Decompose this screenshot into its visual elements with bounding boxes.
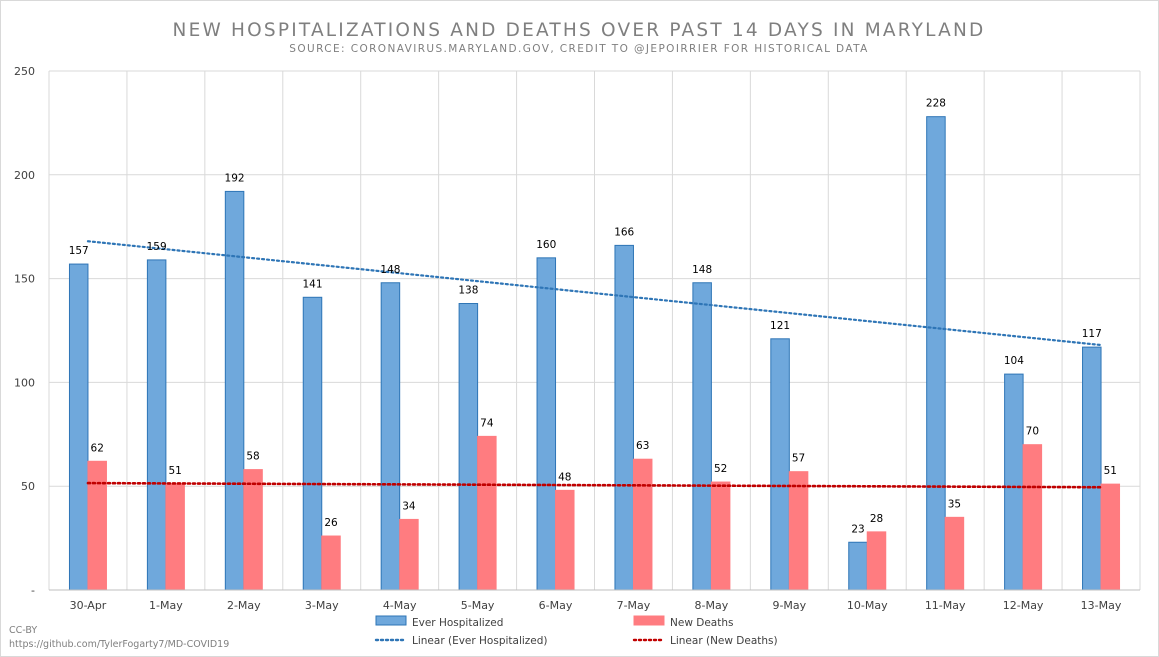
credit-source-link[interactable]: https://github.com/TylerFogarty7/MD-COVI… (9, 639, 230, 650)
data-label-hospitalized: 121 (770, 320, 790, 332)
data-label-deaths: 52 (714, 463, 727, 475)
trendline-new-deaths (86, 481, 1103, 489)
bar-new-deaths (944, 516, 965, 591)
bar-ever-hospitalized (692, 282, 712, 591)
data-label-hospitalized: 104 (1004, 355, 1024, 367)
data-label-hospitalized: 148 (692, 264, 712, 276)
x-tick-label: 5-May (461, 599, 495, 612)
axes: - 50 100 150 200 250 30-Apr 1-May 2-May 3-May 4-Ma… (14, 65, 1140, 612)
legend: Ever Hospitalized New Deaths Linear (Ever … (374, 615, 778, 647)
bar-new-deaths (1022, 444, 1043, 591)
bar-ever-hospitalized (536, 257, 557, 591)
x-tick-label: 1-May (149, 599, 183, 612)
legend-item-ever-hospitalized: Ever Hospitalized (375, 615, 503, 629)
legend-item-linear-hospitalized: Linear (Ever Hospitalized) (374, 635, 548, 647)
data-label-hospitalized: 138 (458, 285, 478, 297)
data-label-deaths: 48 (558, 471, 571, 483)
data-label-deaths: 28 (870, 513, 883, 525)
bar-new-deaths (866, 531, 887, 591)
y-tick-label: 200 (14, 169, 35, 182)
x-tick-label: 7-May (617, 599, 651, 612)
y-tick-label: 150 (14, 273, 35, 286)
bar-new-deaths (788, 471, 809, 591)
trendlines (86, 240, 1103, 489)
bar-ever-hospitalized (926, 116, 946, 591)
data-label-deaths: 63 (636, 440, 649, 452)
bars (68, 116, 1121, 591)
bar-new-deaths (243, 469, 263, 591)
data-label-deaths: 70 (1026, 426, 1039, 438)
bar-ever-hospitalized (1004, 373, 1024, 591)
x-tick-label: 12-May (1003, 599, 1044, 612)
gridlines (48, 70, 1141, 591)
bar-ever-hospitalized (302, 296, 323, 591)
bar-ever-hospitalized (68, 263, 89, 591)
data-label-hospitalized: 159 (147, 241, 167, 253)
y-tick-label: 250 (14, 65, 35, 78)
bar-new-deaths (87, 460, 107, 591)
legend-item-linear-deaths: Linear (New Deaths) (632, 635, 778, 647)
bar-ever-hospitalized (770, 338, 790, 591)
bar-new-deaths (477, 435, 497, 591)
legend-label: Ever Hospitalized (412, 617, 503, 629)
data-labels: 157 62 159 51 192 58 141 26 148 34 138 74 160 48 166 63… (69, 98, 1117, 536)
data-label-hospitalized: 157 (69, 245, 89, 257)
chart-subtitle: SOURCE: CORONAVIRUS.MARYLAND.GOV, CREDIT… (289, 43, 868, 55)
trendline-ever-hospitalized (86, 240, 1103, 347)
legend-swatch (375, 615, 407, 626)
bar-ever-hospitalized (146, 259, 167, 591)
data-label-hospitalized: 141 (302, 278, 322, 290)
bar-ever-hospitalized (458, 303, 479, 591)
x-tick-label: 30-Apr (70, 599, 107, 612)
data-label-deaths: 51 (1104, 465, 1117, 477)
y-tick-label: 50 (21, 480, 35, 493)
x-tick-label: 6-May (539, 599, 573, 612)
data-label-deaths: 26 (324, 517, 338, 529)
bar-new-deaths (321, 535, 341, 591)
data-label-deaths: 74 (480, 417, 494, 429)
x-tick-label: 4-May (383, 599, 417, 612)
x-tick-label: 11-May (925, 599, 966, 612)
legend-item-new-deaths: New Deaths (633, 615, 733, 629)
x-tick-label: 9-May (772, 599, 806, 612)
data-label-hospitalized: 166 (614, 226, 634, 238)
legend-label: Linear (New Deaths) (670, 635, 778, 647)
data-label-deaths: 35 (948, 498, 961, 510)
bar-new-deaths (555, 489, 575, 591)
data-label-hospitalized: 148 (380, 264, 400, 276)
credit-license: CC-BY (9, 625, 38, 636)
bar-ever-hospitalized (1082, 346, 1102, 591)
y-tick-label: 100 (14, 376, 35, 389)
data-label-hospitalized: 192 (225, 172, 245, 184)
data-label-deaths: 58 (246, 451, 259, 463)
x-tick-label: 2-May (227, 599, 261, 612)
bar-ever-hospitalized (848, 541, 868, 591)
x-tick-label: 10-May (847, 599, 888, 612)
bar-new-deaths (165, 483, 185, 591)
data-label-hospitalized: 160 (536, 239, 556, 251)
bar-ever-hospitalized (380, 282, 401, 591)
bar-new-deaths (1100, 483, 1121, 591)
x-tick-label: 8-May (695, 599, 729, 612)
data-label-deaths: 51 (168, 465, 181, 477)
data-label-hospitalized: 228 (926, 98, 946, 110)
chart-title: NEW HOSPITALIZATIONS AND DEATHS OVER PAS… (173, 20, 986, 41)
bar-ever-hospitalized (224, 190, 245, 591)
x-tick-label: 3-May (305, 599, 339, 612)
bar-new-deaths (399, 518, 419, 591)
data-label-deaths: 62 (91, 442, 104, 454)
legend-label: Linear (Ever Hospitalized) (412, 635, 548, 647)
bar-new-deaths (710, 481, 731, 591)
legend-swatch (633, 615, 665, 626)
y-tick-label: - (31, 584, 35, 597)
x-tick-label: 13-May (1081, 599, 1122, 612)
legend-label: New Deaths (670, 617, 733, 629)
data-label-hospitalized: 117 (1082, 328, 1102, 340)
data-label-hospitalized: 23 (851, 523, 864, 535)
data-label-deaths: 34 (402, 500, 416, 512)
bar-new-deaths (632, 458, 653, 591)
data-label-deaths: 57 (792, 453, 805, 465)
